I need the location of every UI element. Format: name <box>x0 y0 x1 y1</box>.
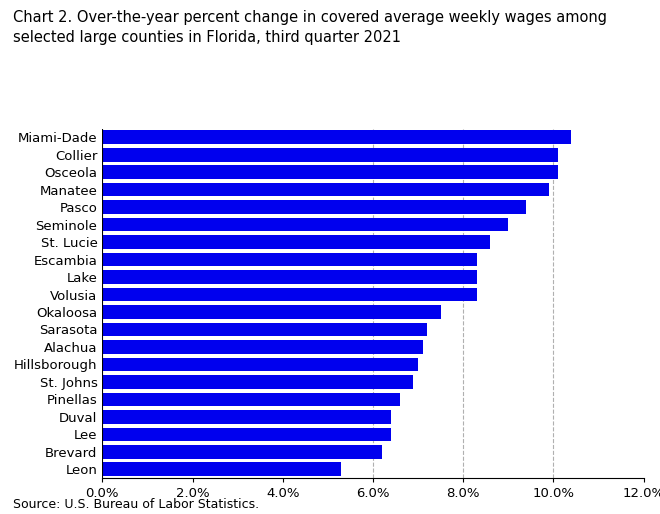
Bar <box>102 166 558 179</box>
Text: Source: U.S. Bureau of Labor Statistics.: Source: U.S. Bureau of Labor Statistics. <box>13 499 259 511</box>
Bar <box>102 235 490 249</box>
Bar <box>102 410 391 424</box>
Bar <box>102 305 441 319</box>
Bar <box>102 375 413 389</box>
Bar <box>102 218 508 231</box>
Bar <box>102 253 477 266</box>
Bar <box>102 148 558 161</box>
Bar <box>102 393 400 406</box>
Bar <box>102 358 418 371</box>
Bar <box>102 288 477 301</box>
Text: Chart 2. Over-the-year percent change in covered average weekly wages among
sele: Chart 2. Over-the-year percent change in… <box>13 10 607 45</box>
Bar <box>102 131 572 144</box>
Bar <box>102 340 422 354</box>
Bar <box>102 200 526 214</box>
Bar <box>102 270 477 284</box>
Bar <box>102 428 391 441</box>
Bar <box>102 323 427 336</box>
Bar <box>102 463 341 476</box>
Bar <box>102 183 548 196</box>
Bar <box>102 445 382 458</box>
